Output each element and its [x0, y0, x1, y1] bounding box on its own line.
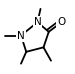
Text: N: N [34, 17, 41, 27]
Text: N: N [17, 30, 25, 41]
Text: O: O [57, 17, 66, 27]
